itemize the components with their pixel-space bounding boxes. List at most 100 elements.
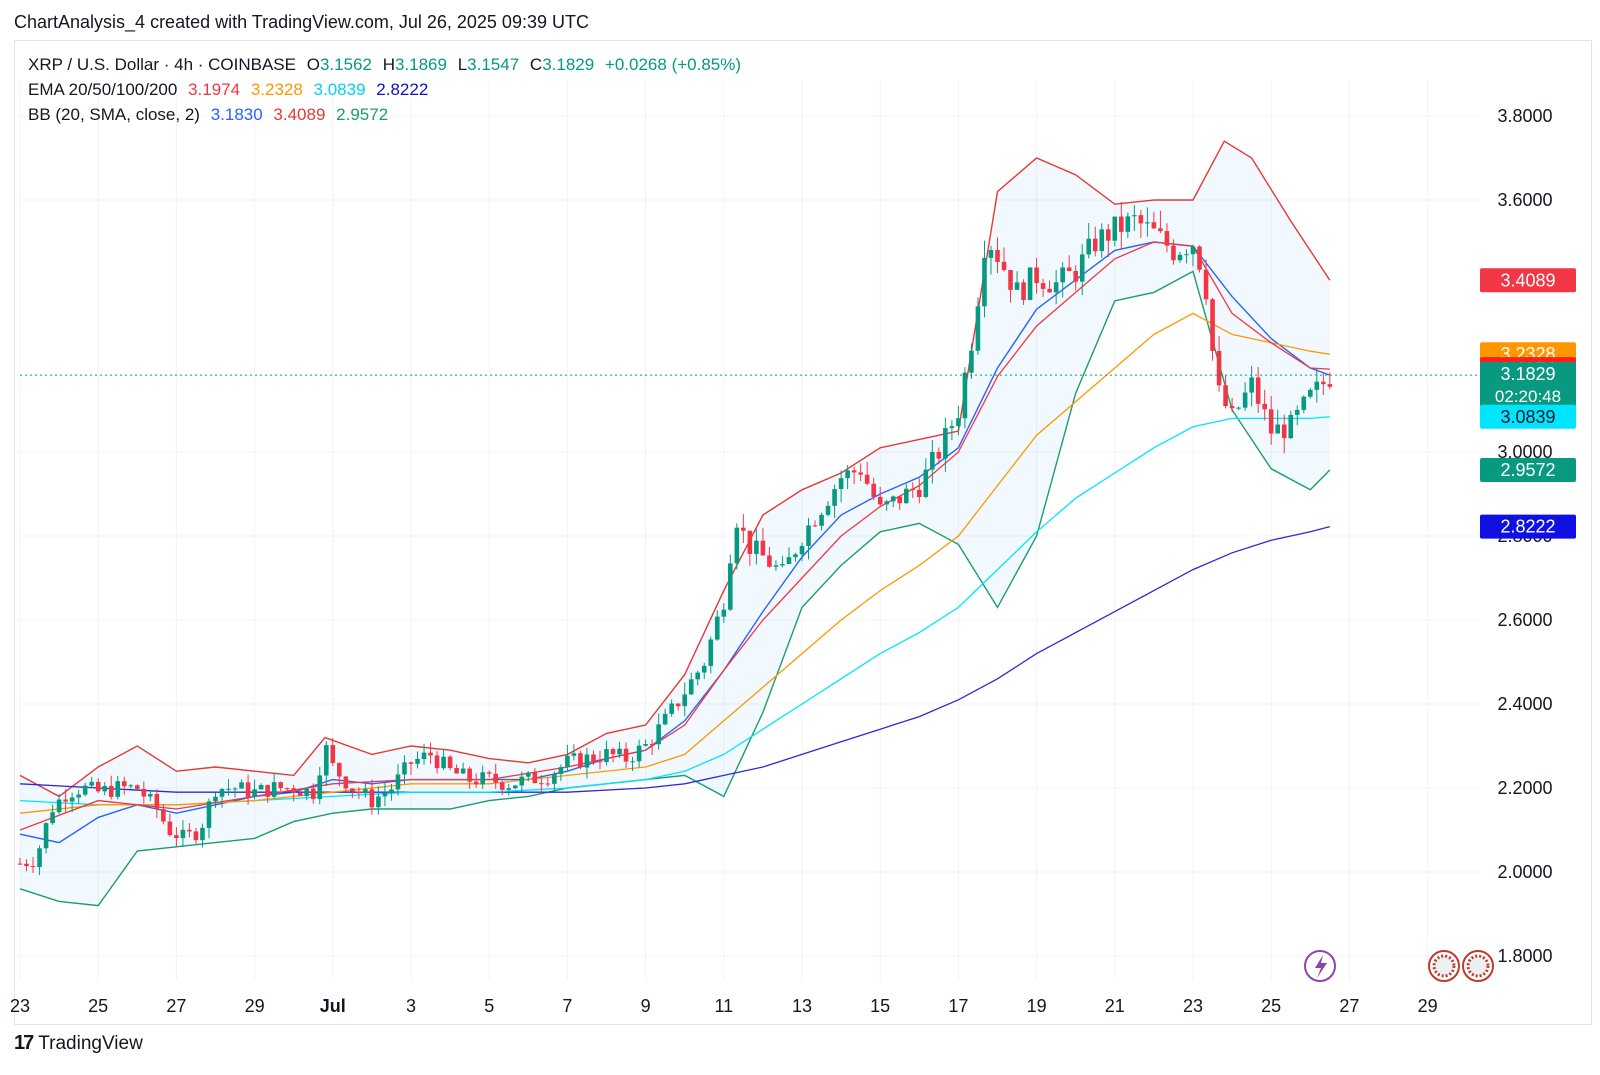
- candle-body: [1190, 246, 1196, 255]
- candle-body: [206, 801, 212, 828]
- candle-body: [1197, 246, 1202, 270]
- candle-body: [1053, 282, 1059, 293]
- candle-body: [252, 789, 257, 797]
- symbol-label: XRP / U.S. Dollar · 4h · COINBASE: [28, 55, 296, 74]
- candle-body: [545, 783, 551, 785]
- candles: [17, 201, 1480, 876]
- ema200-value: 2.8222: [376, 80, 429, 99]
- candle-body: [258, 784, 264, 790]
- candle-body: [154, 794, 160, 810]
- candle-body: [337, 763, 342, 777]
- bollinger-bands: [19, 140, 1331, 907]
- candle-body: [389, 789, 394, 793]
- candle-body: [917, 489, 922, 497]
- candle-body: [688, 679, 694, 695]
- candle-body: [1288, 414, 1294, 439]
- candle-body: [1321, 381, 1326, 385]
- candle-body: [890, 496, 896, 502]
- candle-body: [578, 753, 583, 768]
- candle-body: [988, 250, 994, 258]
- candle-body: [884, 501, 890, 505]
- candle-body: [1255, 377, 1261, 404]
- y-tick-label: 3.6000: [1497, 190, 1552, 210]
- legend-symbol-row: XRP / U.S. Dollar · 4h · COINBASE O3.156…: [28, 55, 742, 74]
- candle-body: [1314, 381, 1320, 390]
- candle-body: [121, 781, 127, 787]
- price-tag-label: 2.8222: [1500, 517, 1555, 537]
- candle-body: [1203, 269, 1209, 300]
- candle-body: [1184, 254, 1189, 256]
- candle-body: [1040, 283, 1046, 289]
- candle-body: [1294, 409, 1300, 415]
- candle-body: [200, 827, 205, 841]
- candle-body: [649, 743, 655, 745]
- footer-brand[interactable]: 17 TradingView: [14, 1032, 143, 1055]
- candle-body: [1001, 261, 1007, 271]
- candle-body: [226, 788, 231, 790]
- candle-body: [148, 794, 153, 797]
- candle-body: [24, 863, 29, 867]
- candle-body: [265, 784, 270, 797]
- candle-body: [767, 555, 772, 567]
- x-tick-label: Jul: [320, 996, 346, 1016]
- x-tick-label: 7: [562, 996, 572, 1016]
- candle-body: [330, 745, 336, 764]
- candle-body: [799, 546, 805, 555]
- bb-basis-value: 3.1830: [210, 105, 263, 124]
- candle-body: [982, 257, 987, 307]
- candle-body: [441, 756, 446, 769]
- candle-body: [708, 639, 714, 666]
- time-axis: 23 25 27 29 Jul 3 5 7 9 11 13 15 17 19 21 23 25 27 29: [10, 996, 1438, 1016]
- candle-body: [141, 788, 147, 797]
- ema100-value: 3.0839: [313, 80, 366, 99]
- candle-body: [597, 761, 603, 763]
- close-value: 3.1829: [542, 55, 595, 74]
- candle-body: [1151, 222, 1157, 229]
- candle-body: [1125, 216, 1131, 232]
- candle-body: [174, 835, 179, 839]
- candle-body: [369, 789, 375, 808]
- candle-body: [969, 350, 974, 373]
- candle-body: [825, 505, 831, 515]
- candle-body: [1177, 254, 1183, 261]
- candle-body: [617, 748, 622, 755]
- y-tick-label: 2.6000: [1497, 610, 1552, 630]
- candle-body: [421, 752, 427, 759]
- candle-body: [1308, 389, 1313, 397]
- candle-body: [291, 788, 296, 793]
- price-tag-label: 3.0839: [1500, 407, 1555, 427]
- price-tag: [1480, 268, 1576, 293]
- candle-body: [897, 496, 903, 504]
- ema-label: EMA 20/50/100/200: [28, 80, 178, 99]
- candle-body: [1164, 231, 1170, 246]
- candle-body: [350, 788, 355, 792]
- bb-upper-line: [19, 140, 1331, 798]
- candle-body: [1066, 267, 1072, 272]
- candle-body: [812, 525, 818, 527]
- candle-body: [571, 753, 577, 756]
- ema20-value: 3.1974: [188, 80, 241, 99]
- candle-body: [408, 762, 414, 764]
- candle-body: [37, 848, 42, 867]
- candle-body: [1027, 267, 1033, 300]
- candle-body: [1138, 215, 1144, 224]
- candle-body: [669, 703, 674, 714]
- candle-body: [1073, 271, 1078, 282]
- grid: [19, 80, 1480, 980]
- change-value: +0.0268 (+0.85%): [604, 55, 742, 74]
- bb-lower-line: [19, 270, 1331, 907]
- candle-body: [851, 470, 857, 473]
- x-tick-label: 23: [1183, 996, 1203, 1016]
- candle-body: [760, 540, 766, 556]
- candle-body: [1034, 267, 1039, 284]
- candle-body: [167, 821, 173, 836]
- bb-lower-value: 2.9572: [336, 105, 389, 124]
- candle-body: [1281, 424, 1287, 439]
- candle-body: [675, 703, 681, 707]
- candle-body: [558, 767, 564, 774]
- candle-body: [297, 792, 303, 796]
- candle-body: [1105, 229, 1111, 241]
- chart-caption: ChartAnalysis_4 created with TradingView…: [14, 12, 589, 32]
- y-tick-label: 1.8000: [1497, 946, 1552, 966]
